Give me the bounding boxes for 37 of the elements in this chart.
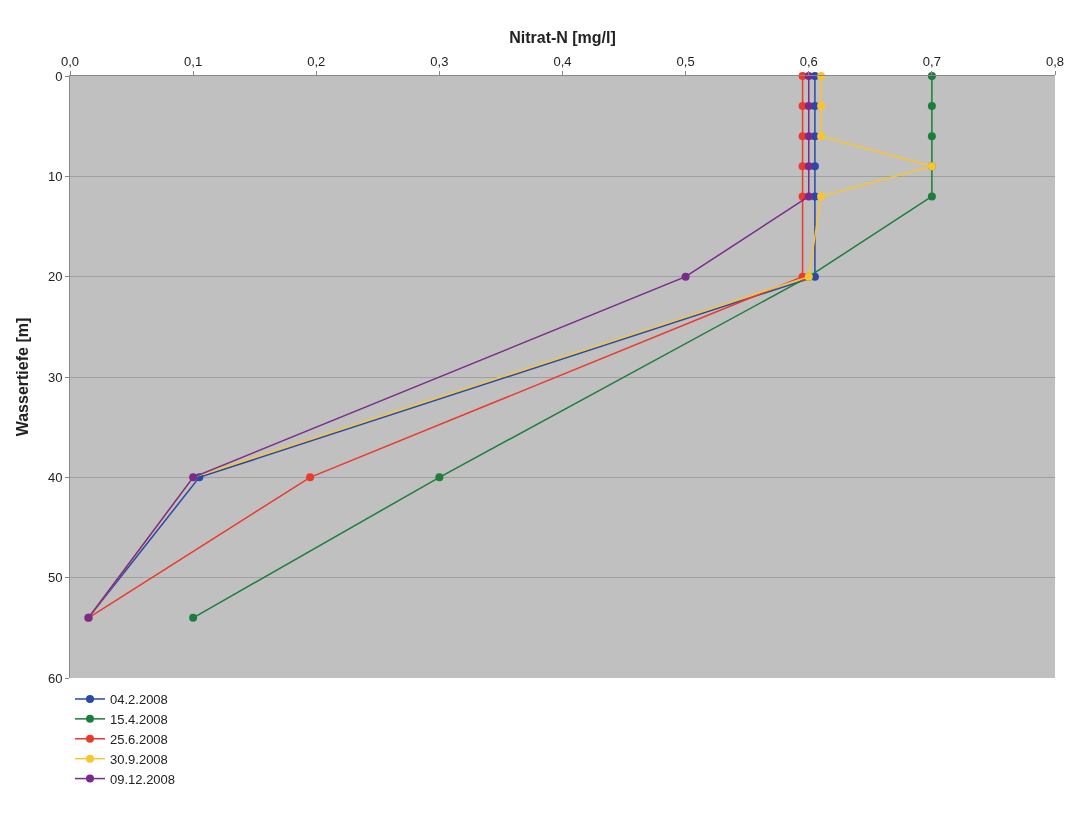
point [817, 102, 826, 111]
x-tick-label: 0,6 [799, 53, 818, 69]
legend-label: 30.9.2008 [110, 751, 168, 767]
point [927, 192, 936, 201]
y-tick-label: 30 [47, 369, 63, 385]
point [804, 102, 813, 111]
point [306, 473, 315, 482]
y-tick-label: 60 [47, 670, 63, 686]
point [681, 272, 690, 281]
point [817, 132, 826, 141]
legend-label: 25.6.2008 [110, 731, 168, 747]
point [817, 192, 826, 201]
y-axis-title: Wassertiefe [m] [14, 317, 31, 437]
x-tick-label: 0,1 [184, 53, 203, 69]
x-tick-label: 0,2 [307, 53, 326, 69]
point [189, 613, 198, 622]
y-tick-label: 0 [55, 68, 63, 84]
x-axis-title: Nitrat-N [mg/l] [509, 28, 616, 46]
y-tick-label: 50 [47, 570, 63, 586]
x-tick-label: 0,7 [922, 53, 941, 69]
y-tick-label: 20 [47, 269, 63, 285]
y-tick-label: 40 [47, 469, 63, 485]
x-tick-label: 0,4 [553, 53, 572, 69]
legend-label: 15.4.2008 [110, 711, 168, 727]
point [804, 192, 813, 201]
point [804, 132, 813, 141]
point [804, 162, 813, 171]
x-tick-label: 0,3 [430, 53, 449, 69]
x-tick-label: 0,8 [1045, 53, 1065, 69]
point [927, 132, 936, 141]
point [927, 102, 936, 111]
x-tick-label: 0,0 [60, 53, 80, 69]
x-tick-label: 0,5 [676, 53, 695, 69]
y-tick-label: 10 [47, 168, 63, 184]
point [435, 473, 444, 482]
legend-label: 04.2.2008 [110, 692, 168, 708]
legend-label: 09.12.2008 [110, 771, 176, 787]
